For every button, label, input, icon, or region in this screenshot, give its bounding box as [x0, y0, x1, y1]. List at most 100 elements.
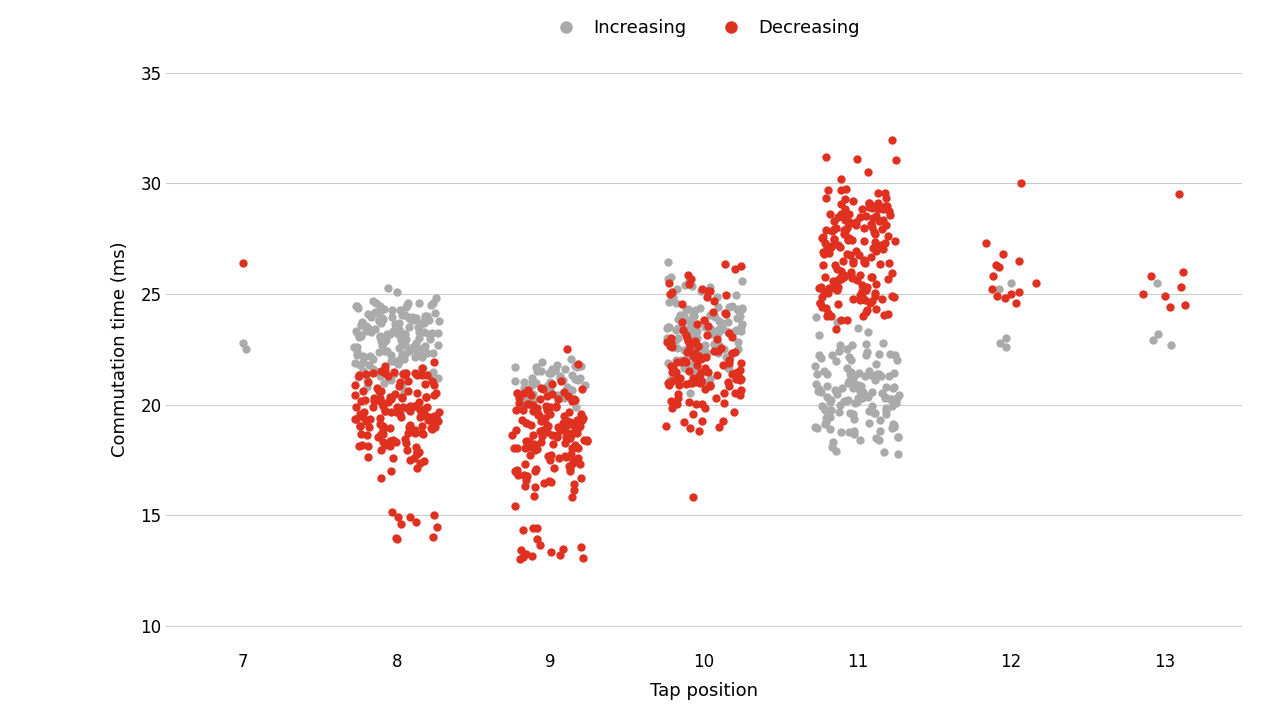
Point — [420, 423, 440, 434]
Point — [823, 436, 844, 448]
Point — [876, 404, 896, 415]
Point — [393, 353, 413, 364]
Point — [828, 282, 849, 293]
Point — [724, 264, 745, 275]
Point — [883, 381, 904, 392]
Point — [522, 394, 543, 405]
Point — [832, 383, 852, 395]
Point — [399, 511, 420, 523]
Point — [353, 411, 374, 423]
Point — [676, 329, 696, 341]
Point — [883, 367, 904, 379]
Point — [692, 283, 713, 294]
Point — [513, 469, 534, 481]
Point — [708, 348, 728, 359]
Point — [662, 363, 682, 374]
Point — [696, 320, 717, 331]
Point — [698, 347, 718, 359]
Point — [412, 427, 433, 438]
Point — [873, 310, 893, 321]
Point — [406, 338, 426, 349]
Point — [684, 359, 704, 370]
Point — [817, 392, 837, 403]
Point — [417, 348, 438, 359]
Point — [667, 284, 687, 295]
Point — [814, 405, 835, 416]
Point — [731, 260, 751, 271]
Point — [708, 369, 728, 381]
Point — [824, 282, 845, 294]
Point — [700, 282, 721, 293]
Point — [413, 362, 434, 374]
Point — [863, 221, 883, 233]
Point — [808, 385, 828, 397]
Point — [524, 490, 544, 502]
Point — [346, 379, 366, 390]
Point — [731, 321, 751, 333]
Point — [865, 278, 886, 289]
Point — [356, 325, 376, 336]
Point — [407, 462, 428, 474]
Point — [717, 316, 737, 328]
Point — [556, 437, 576, 449]
Point — [840, 249, 860, 261]
Point — [722, 300, 742, 311]
Point — [887, 392, 908, 404]
Point — [572, 412, 593, 423]
Point — [346, 413, 366, 425]
Point — [841, 217, 861, 229]
Point — [515, 458, 535, 469]
Point — [553, 417, 573, 428]
Point — [678, 341, 699, 352]
Point — [703, 325, 723, 336]
Point — [370, 300, 390, 312]
Point — [872, 223, 892, 235]
Point — [813, 246, 833, 257]
Point — [540, 408, 561, 420]
Point — [378, 370, 398, 382]
Point — [659, 277, 680, 289]
Point — [677, 335, 698, 346]
Point — [719, 352, 740, 364]
Point — [424, 410, 444, 422]
Point — [831, 273, 851, 284]
Point — [558, 427, 579, 438]
Point — [695, 321, 716, 333]
Point — [657, 337, 677, 348]
Point — [393, 368, 413, 379]
Point — [1171, 282, 1192, 293]
Point — [673, 344, 694, 356]
Point — [522, 405, 543, 417]
Point — [669, 372, 690, 384]
Point — [426, 387, 447, 398]
Point — [660, 332, 681, 343]
Point — [817, 381, 837, 392]
Point — [1133, 288, 1153, 300]
Point — [996, 341, 1016, 353]
Point — [814, 248, 835, 260]
Point — [818, 184, 838, 195]
Point — [686, 359, 707, 370]
Point — [376, 345, 397, 356]
Point — [358, 376, 379, 387]
Point — [552, 374, 572, 386]
Point — [812, 291, 832, 302]
Point — [687, 341, 708, 352]
Point — [388, 379, 408, 391]
Point — [526, 377, 547, 388]
Point — [424, 379, 444, 391]
Point — [826, 446, 846, 457]
Point — [724, 407, 745, 418]
Point — [833, 395, 854, 407]
Point — [727, 336, 748, 348]
Point — [385, 406, 406, 418]
Point — [847, 322, 868, 333]
Point — [718, 376, 739, 387]
Point — [680, 338, 700, 349]
Point — [823, 233, 844, 244]
Point — [530, 382, 550, 394]
Point — [870, 415, 891, 426]
Point — [511, 401, 531, 413]
Point — [672, 323, 692, 335]
Point — [836, 395, 856, 407]
